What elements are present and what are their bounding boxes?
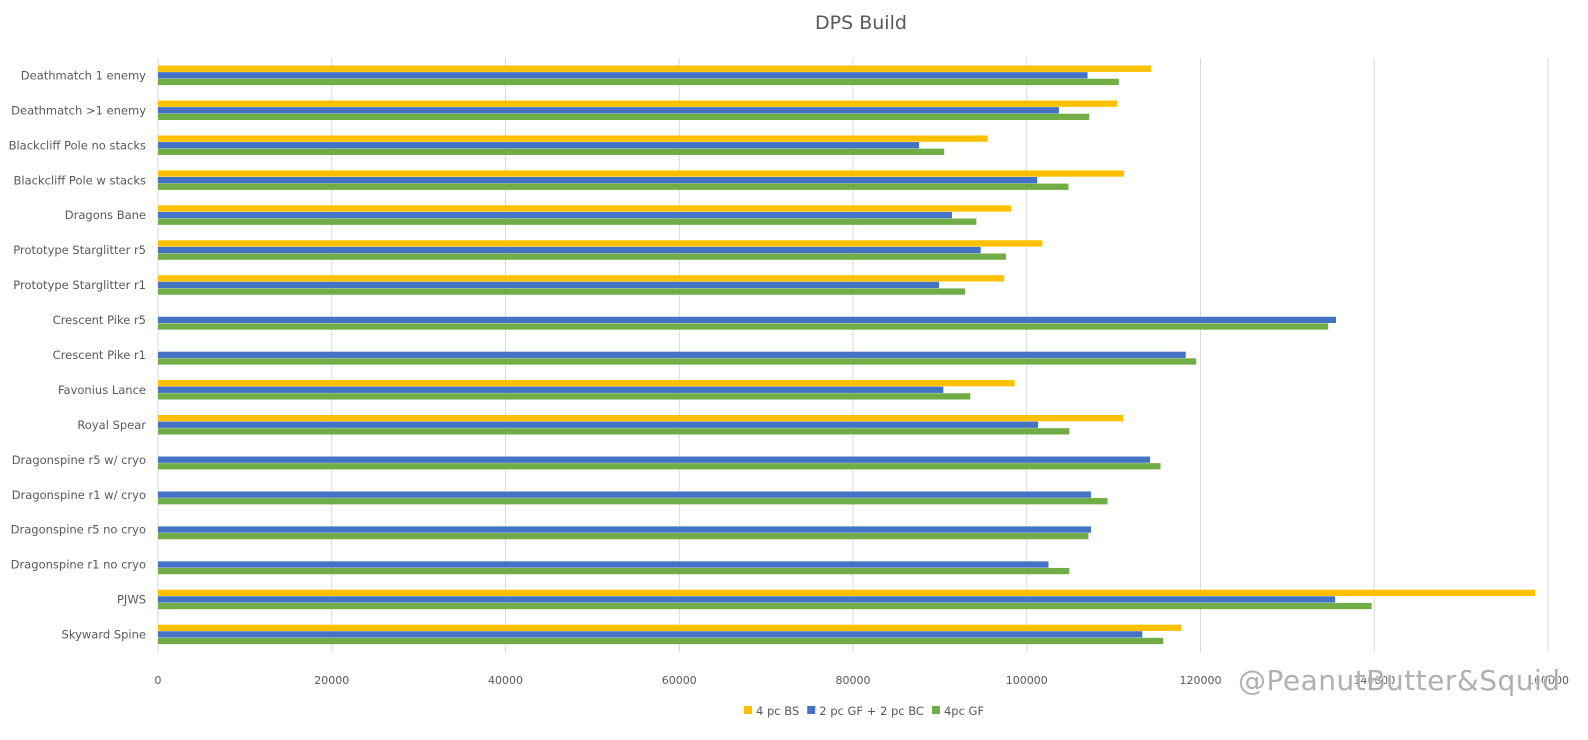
bar-4-pc-bs xyxy=(158,380,1015,387)
bar-2-pc-gf-2-pc-bc xyxy=(158,281,940,289)
bar-4pc-gf xyxy=(158,218,977,225)
x-tick-label: 140000 xyxy=(1353,674,1395,687)
category-labels: Deathmatch 1 enemy Deathmatch >1 enemy Bla… xyxy=(9,68,147,641)
category-label: Crescent Pike r1 xyxy=(53,348,146,362)
bar-4-pc-bs xyxy=(158,275,1005,282)
bar-2-pc-gf-2-pc-bc xyxy=(158,142,920,149)
category-label: Dragons Bane xyxy=(65,208,146,222)
bar-4pc-gf xyxy=(158,428,1070,435)
bar-2-pc-gf-2-pc-bc xyxy=(158,561,1049,568)
bar-2-pc-gf-2-pc-bc xyxy=(158,107,1059,114)
bar-4-pc-bs xyxy=(158,240,1043,247)
bar-2-pc-gf-2-pc-bc xyxy=(158,456,1151,463)
category-label: Blackcliff Pole no stacks xyxy=(9,138,146,152)
chart-title: DPS Build xyxy=(815,12,907,34)
bar-4-pc-bs xyxy=(158,65,1151,72)
category-label: Dragonspine r5 w/ cryo xyxy=(12,453,146,467)
bar-4-pc-bs xyxy=(158,170,1125,177)
legend: 4 pc BS 2 pc GF + 2 pc BC 4pc GF xyxy=(744,704,984,718)
bar-2-pc-gf-2-pc-bc xyxy=(158,176,1038,184)
bar-4-pc-bs xyxy=(158,624,1182,631)
bar-4pc-gf xyxy=(158,288,966,295)
category-label: Skyward Spine xyxy=(62,628,146,642)
bar-2-pc-gf-2-pc-bc xyxy=(158,351,1186,358)
x-tick-label: 100000 xyxy=(1006,674,1048,687)
x-tick-label: 60000 xyxy=(662,674,697,687)
legend-label: 2 pc GF + 2 pc BC xyxy=(819,704,924,718)
bars xyxy=(158,65,1535,645)
bar-4pc-gf xyxy=(158,78,1119,86)
category-label: Favonius Lance xyxy=(58,383,146,397)
bar-2-pc-gf-2-pc-bc xyxy=(158,246,981,254)
bar-4pc-gf xyxy=(158,637,1164,645)
bar-2-pc-gf-2-pc-bc xyxy=(158,596,1336,603)
bar-2-pc-gf-2-pc-bc xyxy=(158,421,1039,428)
x-tick-label: 20000 xyxy=(314,674,349,687)
bar-4pc-gf xyxy=(158,183,1069,190)
bar-2-pc-gf-2-pc-bc xyxy=(158,211,953,219)
legend-swatch xyxy=(807,706,816,714)
category-label: Deathmatch >1 enemy xyxy=(11,103,146,117)
bar-4-pc-bs xyxy=(158,205,1012,212)
bar-4pc-gf xyxy=(158,148,945,155)
bar-2-pc-gf-2-pc-bc xyxy=(158,491,1092,498)
category-label: Dragonspine r1 w/ cryo xyxy=(12,488,146,502)
category-label: Dragonspine r1 no cryo xyxy=(11,558,146,572)
bar-4pc-gf xyxy=(158,463,1161,470)
legend-label: 4 pc BS xyxy=(756,704,799,718)
legend-label: 4pc GF xyxy=(944,704,984,718)
bar-4pc-gf xyxy=(158,602,1372,610)
bar-4-pc-bs xyxy=(158,100,1118,107)
bar-4pc-gf xyxy=(158,323,1329,330)
bar-4-pc-bs xyxy=(158,589,1535,596)
watermark: @PeanutButter&Squid xyxy=(1238,664,1561,697)
bar-4pc-gf xyxy=(158,358,1197,365)
category-label: Prototype Starglitter r1 xyxy=(13,278,146,292)
category-label: Crescent Pike r5 xyxy=(53,313,146,327)
bar-4-pc-bs xyxy=(158,414,1124,422)
legend-swatch xyxy=(931,706,940,714)
category-label: Blackcliff Pole w stacks xyxy=(14,173,146,187)
bar-4pc-gf xyxy=(158,113,1090,121)
bar-4pc-gf xyxy=(158,498,1108,505)
x-tick-label: 0 xyxy=(155,674,162,687)
category-label: Deathmatch 1 enemy xyxy=(21,68,146,82)
x-tick-label: 80000 xyxy=(836,674,871,687)
bar-4pc-gf xyxy=(158,533,1089,540)
category-label: PJWS xyxy=(117,593,146,607)
bar-2-pc-gf-2-pc-bc xyxy=(158,386,944,393)
bar-2-pc-gf-2-pc-bc xyxy=(158,526,1092,533)
bar-4pc-gf xyxy=(158,393,971,400)
legend-swatch xyxy=(744,706,752,714)
bar-2-pc-gf-2-pc-bc xyxy=(158,631,1143,638)
bar-2-pc-gf-2-pc-bc xyxy=(158,72,1088,79)
x-tick-label: 120000 xyxy=(1180,674,1222,687)
category-label: Dragonspine r5 no cryo xyxy=(11,523,146,537)
bar-4-pc-bs xyxy=(158,135,988,142)
category-label: Royal Spear xyxy=(77,418,146,432)
x-tick-labels: 0 20000 40000 60000 80000 100000 120000 140000 1… xyxy=(155,674,1570,687)
x-tick-label: 160000 xyxy=(1527,674,1569,687)
x-tick-label: 40000 xyxy=(488,674,523,687)
bar-4pc-gf xyxy=(158,567,1070,575)
category-label: Prototype Starglitter r5 xyxy=(13,243,146,257)
bar-4pc-gf xyxy=(158,253,1006,260)
bar-2-pc-gf-2-pc-bc xyxy=(158,316,1337,324)
